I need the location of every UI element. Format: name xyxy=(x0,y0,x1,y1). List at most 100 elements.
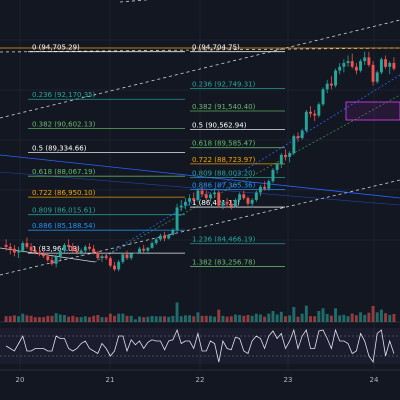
volume-bar xyxy=(304,305,308,322)
candle-body xyxy=(321,89,325,105)
volume-bar xyxy=(146,316,150,322)
candle-body xyxy=(325,83,329,90)
candle-body xyxy=(8,246,12,249)
fib-right-label: 0.886 (87,365.36) xyxy=(192,181,256,189)
candle-body xyxy=(150,243,154,248)
volume-bar xyxy=(54,313,58,322)
volume-bar xyxy=(75,317,79,322)
candle-body xyxy=(96,252,100,259)
volume-bar xyxy=(142,317,146,322)
candle-body xyxy=(271,169,275,182)
fib-right-label: 1.382 (83,256.78) xyxy=(192,258,256,266)
candle-body xyxy=(33,250,37,253)
candle-body xyxy=(104,256,108,259)
volume-bar xyxy=(46,315,50,322)
candle-body xyxy=(233,199,237,207)
candle-body xyxy=(46,256,50,260)
volume-bar xyxy=(192,316,196,322)
volume-bar xyxy=(163,316,167,322)
candle-body xyxy=(100,256,104,259)
volume-bar xyxy=(363,314,367,322)
volume-bar xyxy=(309,316,312,322)
candle-body xyxy=(142,248,146,251)
volume-bar xyxy=(375,312,379,322)
fib-right-label: 0.236 (92,749.31) xyxy=(192,80,256,88)
fib-right-label: 0.809 (88,003.20) xyxy=(192,169,256,177)
candle-body xyxy=(275,164,279,170)
candle-body xyxy=(238,194,242,200)
volume-bar xyxy=(233,314,237,322)
volume-bar xyxy=(288,315,292,322)
trend-lines xyxy=(0,0,400,276)
volume-bar xyxy=(96,315,100,322)
volume-bar xyxy=(71,315,75,322)
candle-body xyxy=(192,198,196,200)
volume-bar xyxy=(388,314,392,322)
fib-right-label: 0.382 (91,540.40) xyxy=(192,103,256,111)
volume-bar xyxy=(104,317,108,322)
candle-body xyxy=(37,252,41,255)
candle-body xyxy=(304,111,308,131)
candle-body xyxy=(204,194,208,199)
volume-bar xyxy=(300,313,304,322)
volume-bar xyxy=(292,307,296,322)
volume-bar xyxy=(334,308,337,322)
candle-body xyxy=(171,229,175,235)
volume-bar xyxy=(42,317,46,322)
candle-body xyxy=(42,254,46,257)
candle-body xyxy=(12,248,16,253)
candle-body xyxy=(4,244,8,247)
candle-body xyxy=(71,246,75,251)
volume-bar xyxy=(79,317,83,322)
fib-left-label: 0.382 (90,602.13) xyxy=(32,121,96,129)
candle-body xyxy=(250,199,254,204)
volume-bar xyxy=(246,315,250,322)
volume-bar xyxy=(196,312,200,322)
candle-body xyxy=(379,59,383,73)
volume-bar xyxy=(279,311,283,322)
volume-bar xyxy=(150,315,154,322)
volume-bar xyxy=(37,317,41,322)
volume-bar xyxy=(125,315,129,322)
volume-bar xyxy=(346,316,350,322)
volume-bar xyxy=(259,314,262,322)
volume-bar xyxy=(100,317,104,322)
volume-bar xyxy=(263,316,267,322)
volume-bar xyxy=(379,309,383,322)
volume-bar xyxy=(17,316,21,322)
candle-body xyxy=(334,70,337,86)
volume-bar xyxy=(313,316,317,322)
x-tick-label: 23 xyxy=(284,376,293,384)
candle-body xyxy=(75,250,79,253)
candle-body xyxy=(221,201,225,206)
candle-body xyxy=(200,190,204,195)
trend-line xyxy=(94,94,400,263)
candle-body xyxy=(163,235,167,239)
volume-bar xyxy=(213,316,217,322)
volume-bar xyxy=(108,313,112,322)
volume-bar xyxy=(21,313,25,322)
candle-body xyxy=(371,64,375,82)
candle-body xyxy=(183,201,187,206)
candle-body xyxy=(167,234,171,239)
candle-body xyxy=(317,104,321,116)
candle-body xyxy=(279,154,283,165)
candle-body xyxy=(267,181,271,189)
candle-body xyxy=(329,83,333,86)
candle-body xyxy=(367,57,371,65)
highlight-box xyxy=(345,101,400,121)
candle-body xyxy=(263,186,267,189)
candle-body xyxy=(350,61,354,67)
volume-bar xyxy=(12,315,16,322)
volume-bar xyxy=(359,312,363,322)
candle-body xyxy=(113,265,116,270)
oscillator-line xyxy=(5,328,395,364)
candle-body xyxy=(83,246,87,251)
volume-bar xyxy=(133,319,137,322)
candle-body xyxy=(133,252,137,254)
candle-body xyxy=(300,130,304,139)
volume-pane xyxy=(0,302,400,323)
volume-bar xyxy=(179,316,183,322)
candle-body xyxy=(63,244,66,251)
fib-right-label: 0.618 (89,585.47) xyxy=(192,140,256,148)
